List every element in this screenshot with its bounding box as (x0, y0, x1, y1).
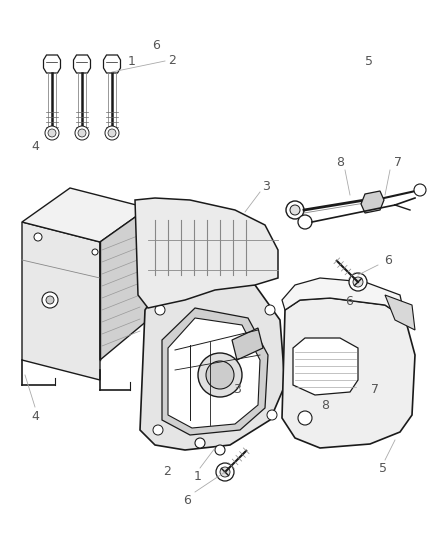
Text: 3: 3 (261, 181, 269, 193)
Circle shape (266, 410, 276, 420)
Text: 2: 2 (168, 54, 176, 68)
Polygon shape (100, 208, 148, 360)
Circle shape (105, 126, 119, 140)
Circle shape (153, 425, 162, 435)
Circle shape (297, 215, 311, 229)
Text: 6: 6 (344, 295, 352, 308)
Polygon shape (22, 188, 148, 242)
Circle shape (75, 126, 89, 140)
Circle shape (352, 277, 362, 287)
Circle shape (290, 205, 299, 215)
Text: 4: 4 (31, 410, 39, 424)
Text: 4: 4 (31, 140, 39, 153)
Polygon shape (103, 55, 120, 73)
Circle shape (194, 438, 205, 448)
Circle shape (413, 184, 425, 196)
Circle shape (297, 411, 311, 425)
Circle shape (285, 201, 303, 219)
Polygon shape (281, 278, 404, 318)
Polygon shape (281, 298, 414, 448)
Text: 1: 1 (127, 55, 135, 68)
Polygon shape (384, 295, 414, 330)
Polygon shape (292, 338, 357, 395)
Circle shape (348, 273, 366, 291)
Circle shape (34, 233, 42, 241)
Polygon shape (22, 222, 100, 380)
Text: 8: 8 (320, 399, 328, 411)
Polygon shape (140, 280, 284, 450)
Circle shape (78, 129, 86, 137)
Text: 8: 8 (335, 156, 343, 168)
Text: 6: 6 (183, 494, 191, 506)
Circle shape (215, 445, 225, 455)
Circle shape (215, 463, 233, 481)
Text: 1: 1 (194, 470, 201, 482)
Polygon shape (135, 198, 277, 308)
Polygon shape (231, 328, 262, 360)
Text: 7: 7 (393, 156, 401, 168)
Text: 2: 2 (162, 465, 170, 478)
Circle shape (45, 126, 59, 140)
Text: 5: 5 (378, 462, 386, 474)
Circle shape (219, 467, 230, 477)
Circle shape (108, 129, 116, 137)
Circle shape (92, 249, 98, 255)
Text: 5: 5 (364, 55, 372, 68)
Circle shape (265, 305, 274, 315)
Circle shape (205, 361, 233, 389)
Circle shape (42, 292, 58, 308)
Polygon shape (168, 318, 259, 428)
Circle shape (198, 353, 241, 397)
Polygon shape (162, 308, 267, 435)
Text: 7: 7 (371, 383, 378, 395)
Polygon shape (43, 55, 60, 73)
Polygon shape (360, 191, 383, 213)
Text: 3: 3 (233, 383, 240, 395)
Circle shape (48, 129, 56, 137)
Text: 6: 6 (152, 39, 159, 52)
Text: 6: 6 (383, 254, 391, 266)
Circle shape (155, 305, 165, 315)
Polygon shape (73, 55, 90, 73)
Circle shape (46, 296, 54, 304)
